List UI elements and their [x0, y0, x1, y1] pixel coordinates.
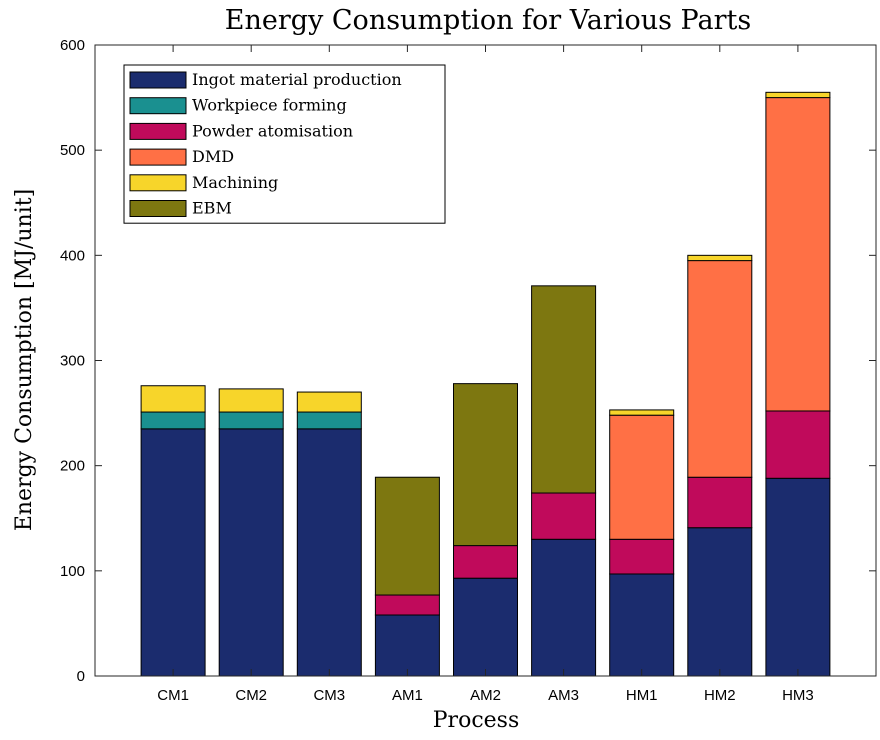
- bar-segment-hm3-2: [765, 410, 831, 479]
- legend-label: Powder atomisation: [192, 121, 353, 140]
- x-tick-label: CM3: [313, 687, 345, 704]
- bar-segment-cm3-0: [296, 428, 362, 677]
- axes-group: 0 100 200 300 400 500 600 CM1 CM2 CM3 AM1 AM2 AM3 HM1…: [60, 37, 877, 704]
- y-tick-label: 0: [77, 668, 85, 685]
- legend-swatch: [129, 148, 187, 166]
- bar-segment-am1-5: [374, 476, 440, 596]
- bar-segment-hm1-3: [609, 414, 675, 540]
- bar-segment-hm1-2: [609, 538, 675, 575]
- bar-segment-am3-5: [531, 285, 597, 494]
- bars-group: [140, 91, 831, 677]
- bar-segment-am2-5: [453, 383, 518, 547]
- x-tick-label: AM3: [548, 687, 579, 704]
- y-tick-label: 100: [60, 563, 85, 580]
- bar-segment-hm2-2: [687, 476, 753, 529]
- legend-label: Ingot material production: [192, 70, 402, 89]
- x-axis-label: Process: [433, 708, 520, 733]
- legend: Ingot material production Workpiece formi…: [123, 64, 446, 224]
- bar-segment-am1-2: [374, 594, 440, 616]
- bar-segment-am2-2: [453, 545, 518, 579]
- bar-segment-cm1-4: [140, 385, 206, 413]
- bar-segment-cm2-0: [218, 428, 284, 677]
- legend-label: Workpiece forming: [192, 96, 347, 115]
- y-tick-label: 200: [60, 458, 85, 475]
- bar-segment-cm3-4: [296, 391, 362, 413]
- bar-segment-cm2-1: [218, 411, 284, 430]
- legend-label: EBM: [192, 199, 232, 218]
- bar-segment-cm1-1: [140, 411, 206, 430]
- bar-segment-hm3-3: [765, 97, 831, 412]
- legend-label: DMD: [192, 147, 234, 166]
- bar-segment-cm3-1: [296, 411, 362, 430]
- bar-segment-cm2-4: [218, 388, 284, 413]
- legend-swatch: [129, 174, 187, 192]
- bar-segment-cm1-0: [140, 428, 206, 677]
- legend-swatch: [129, 200, 187, 217]
- x-tick-label: CM1: [157, 687, 189, 704]
- x-tick-label: AM1: [392, 687, 423, 704]
- x-tick-label: HM1: [626, 687, 658, 704]
- legend-label: Machining: [192, 173, 278, 192]
- bar-segment-am3-2: [531, 492, 597, 540]
- x-tick-label: AM2: [470, 687, 501, 704]
- x-tick-label: CM2: [235, 687, 267, 704]
- legend-swatch: [129, 71, 187, 89]
- y-axis-label: Energy Consumption [MJ/unit]: [12, 189, 37, 531]
- x-tick-label: HM2: [704, 687, 736, 704]
- bar-segment-hm3-0: [765, 477, 831, 677]
- bar-segment-am2-0: [453, 577, 518, 677]
- x-tick-label: HM3: [782, 687, 814, 704]
- legend-box: [123, 64, 446, 224]
- legend-swatch: [129, 97, 187, 115]
- bar-segment-hm3-4: [765, 91, 831, 99]
- legend-swatch: [129, 122, 187, 140]
- bar-segment-hm2-3: [687, 260, 753, 478]
- bar-segment-hm2-4: [687, 254, 753, 262]
- bar-segment-am1-0: [374, 614, 440, 677]
- y-tick-label: 500: [60, 142, 85, 159]
- bar-segment-hm1-0: [609, 573, 675, 677]
- bar-segment-am3-0: [531, 538, 597, 677]
- bar-segment-hm2-0: [687, 527, 753, 677]
- y-tick-label: 600: [60, 37, 85, 54]
- y-tick-label: 400: [60, 247, 85, 264]
- chart-title: Energy Consumption for Various Parts: [225, 5, 751, 36]
- bar-segment-hm1-4: [609, 409, 675, 416]
- y-tick-label: 300: [60, 353, 85, 370]
